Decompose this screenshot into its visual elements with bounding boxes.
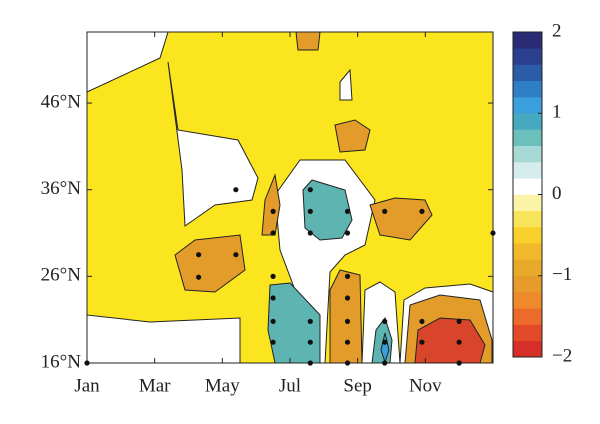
colorbar-swatch bbox=[513, 340, 542, 358]
significance-dot bbox=[307, 360, 313, 366]
significance-dot bbox=[344, 318, 351, 325]
region bbox=[339, 68, 353, 101]
region bbox=[167, 61, 259, 227]
significance-dot bbox=[344, 230, 351, 236]
significance-dot bbox=[382, 339, 388, 345]
colorbar-tick-label: −1 bbox=[552, 264, 572, 285]
significance-dot bbox=[233, 252, 239, 258]
significance-dot bbox=[382, 318, 388, 325]
x-tick-label: Sep bbox=[343, 375, 372, 396]
colorbar-swatch bbox=[513, 243, 542, 260]
region bbox=[86, 314, 241, 364]
significance-dot bbox=[344, 295, 351, 301]
colorbar-tick-label: 1 bbox=[552, 102, 562, 123]
significance-dot bbox=[419, 318, 425, 325]
significance-dot bbox=[270, 230, 276, 236]
colorbar-swatch bbox=[513, 97, 542, 114]
significance-dot bbox=[270, 318, 276, 325]
significance-dot bbox=[307, 339, 313, 345]
y-tick-label: 16°N bbox=[41, 351, 82, 372]
colorbar-swatch bbox=[513, 145, 542, 163]
colorbar-tick-label: 0 bbox=[552, 183, 562, 204]
x-tick-label: Jul bbox=[279, 375, 301, 396]
significance-dot bbox=[196, 252, 202, 258]
colorbar-swatch bbox=[513, 32, 542, 49]
significance-dot bbox=[344, 273, 351, 279]
colorbar-swatch bbox=[513, 194, 542, 212]
region bbox=[329, 269, 363, 364]
colorbar-swatch bbox=[513, 178, 542, 195]
colorbar-swatch bbox=[513, 80, 542, 98]
significance-dot bbox=[382, 360, 388, 366]
region bbox=[380, 332, 390, 364]
colorbar-swatch bbox=[513, 113, 542, 130]
significance-dot bbox=[270, 339, 276, 345]
significance-dot bbox=[270, 295, 276, 301]
region bbox=[174, 234, 246, 293]
region bbox=[334, 119, 371, 153]
x-tick-label: Jan bbox=[74, 375, 100, 396]
colorbar-swatch bbox=[513, 275, 542, 293]
significance-dot bbox=[270, 208, 276, 214]
x-tick-label: Mar bbox=[139, 375, 171, 396]
colorbar-swatch bbox=[513, 48, 542, 65]
significance-dot bbox=[84, 360, 90, 366]
significance-dot bbox=[307, 318, 313, 325]
contour-field bbox=[86, 31, 494, 364]
y-tick-label: 26°N bbox=[41, 265, 82, 286]
significance-dot bbox=[270, 273, 276, 279]
colorbar-swatch bbox=[513, 129, 542, 147]
significance-dot bbox=[490, 230, 496, 236]
significance-dot bbox=[196, 274, 202, 280]
significance-dot bbox=[233, 187, 239, 193]
significance-dot bbox=[456, 339, 462, 345]
significance-dot bbox=[344, 339, 351, 345]
significance-dot bbox=[456, 360, 462, 366]
colorbar-tick-label: −2 bbox=[552, 345, 572, 366]
colorbar-swatch bbox=[513, 64, 542, 82]
significance-dot bbox=[456, 318, 462, 325]
significance-dot bbox=[382, 208, 388, 214]
colorbar-swatch bbox=[513, 308, 542, 325]
colorbar-swatch bbox=[513, 259, 542, 277]
y-tick-label: 46°N bbox=[41, 91, 82, 112]
significance-dot bbox=[419, 339, 425, 345]
region bbox=[302, 179, 353, 241]
y-tick-label: 36°N bbox=[41, 178, 82, 199]
region bbox=[261, 173, 281, 236]
region bbox=[295, 31, 321, 51]
colorbar-swatch bbox=[513, 292, 542, 309]
colorbar-swatch bbox=[513, 227, 542, 244]
colorbar-swatch bbox=[513, 162, 542, 179]
significance-dot bbox=[419, 208, 425, 214]
x-tick-label: May bbox=[205, 375, 240, 396]
significance-dot bbox=[307, 230, 313, 236]
region bbox=[369, 197, 433, 241]
colorbar-swatch bbox=[513, 324, 542, 342]
colorbar-swatch bbox=[513, 210, 542, 228]
significance-dot bbox=[344, 360, 351, 366]
colorbar-tick-label: 2 bbox=[552, 20, 562, 41]
significance-dot bbox=[344, 208, 351, 214]
significance-dot bbox=[307, 208, 313, 214]
significance-dot bbox=[307, 187, 313, 193]
x-tick-label: Nov bbox=[409, 375, 442, 396]
